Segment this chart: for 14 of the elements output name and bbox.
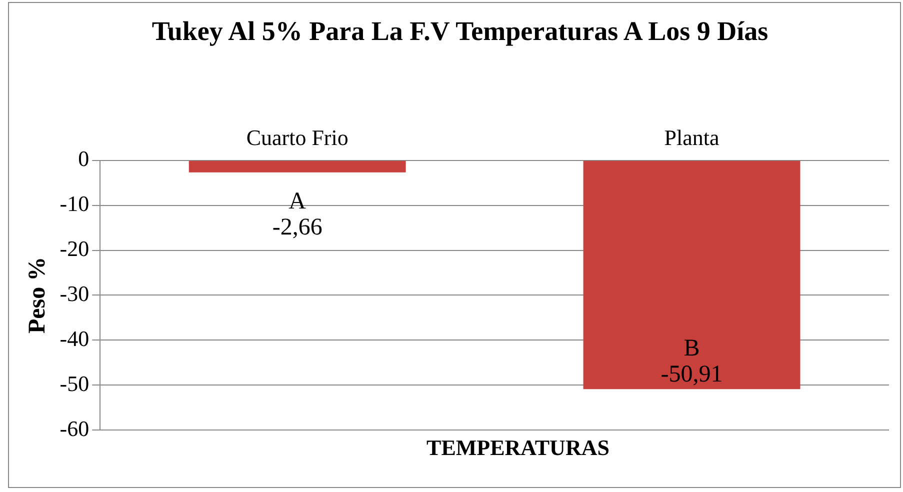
- chart-title: Tukey Al 5% Para La F.V Temperaturas A Los 9 Días: [150, 15, 770, 48]
- y-tick-label: -30: [60, 280, 90, 306]
- y-tick-label: 0: [78, 146, 90, 172]
- y-tick-label: -20: [60, 236, 90, 262]
- y-tick-label: -10: [60, 191, 90, 216]
- data-label: A -2,66: [272, 188, 322, 241]
- y-axis-title: Peso %: [24, 256, 51, 334]
- y-tick-label: -60: [60, 416, 90, 441]
- x-axis-title: TEMPERATURAS: [426, 435, 610, 461]
- x-tick-label: Planta: [664, 124, 720, 150]
- y-tick-label: -50: [60, 370, 90, 396]
- x-tick-label: Cuarto Frio: [246, 124, 348, 150]
- y-tick-label: -40: [60, 326, 90, 351]
- data-label: B -50,91: [660, 335, 723, 388]
